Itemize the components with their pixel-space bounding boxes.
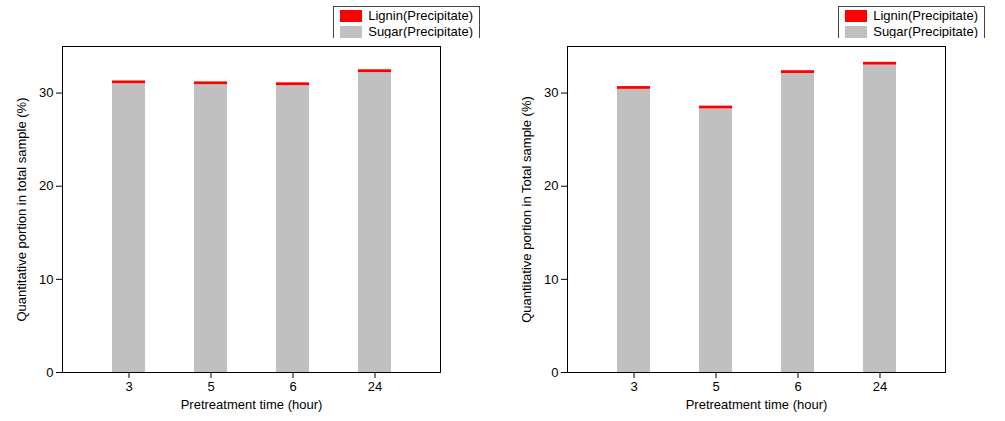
svg-text:3: 3 bbox=[125, 379, 132, 394]
svg-text:30: 30 bbox=[39, 85, 53, 100]
html-text:Sugar(Precipitate): Sugar(Precipitate) bbox=[368, 24, 473, 39]
svg-text:Pretreatment time (hour): Pretreatment time (hour) bbox=[686, 397, 828, 412]
svg-text:6: 6 bbox=[289, 379, 296, 394]
svg-text:Quantitative portion in total: Quantitative portion in total sample (%) bbox=[14, 98, 29, 322]
svg-text:20: 20 bbox=[39, 178, 53, 193]
html-text:Lignin(Precipitate): Lignin(Precipitate) bbox=[873, 8, 978, 23]
svg-text:20: 20 bbox=[544, 178, 558, 193]
html-text:Sugar(Precipitate): Sugar(Precipitate) bbox=[873, 24, 978, 39]
svg-text:10: 10 bbox=[544, 272, 558, 287]
svg-text:24: 24 bbox=[368, 379, 382, 394]
svg-text:30: 30 bbox=[544, 85, 558, 100]
svg-text:Quantitative portion in Total: Quantitative portion in Total sample (%) bbox=[519, 96, 534, 323]
svg-text:5: 5 bbox=[207, 379, 214, 394]
svg-text:3: 3 bbox=[630, 379, 637, 394]
html-text:Lignin(Precipitate): Lignin(Precipitate) bbox=[368, 8, 473, 23]
svg-text:Pretreatment time (hour): Pretreatment time (hour) bbox=[181, 397, 323, 412]
svg-text:10: 10 bbox=[39, 272, 53, 287]
svg-text:5: 5 bbox=[712, 379, 719, 394]
svg-text:24: 24 bbox=[873, 379, 887, 394]
svg-text:0: 0 bbox=[551, 365, 558, 380]
svg-text:0: 0 bbox=[46, 365, 53, 380]
svg-text:6: 6 bbox=[794, 379, 801, 394]
